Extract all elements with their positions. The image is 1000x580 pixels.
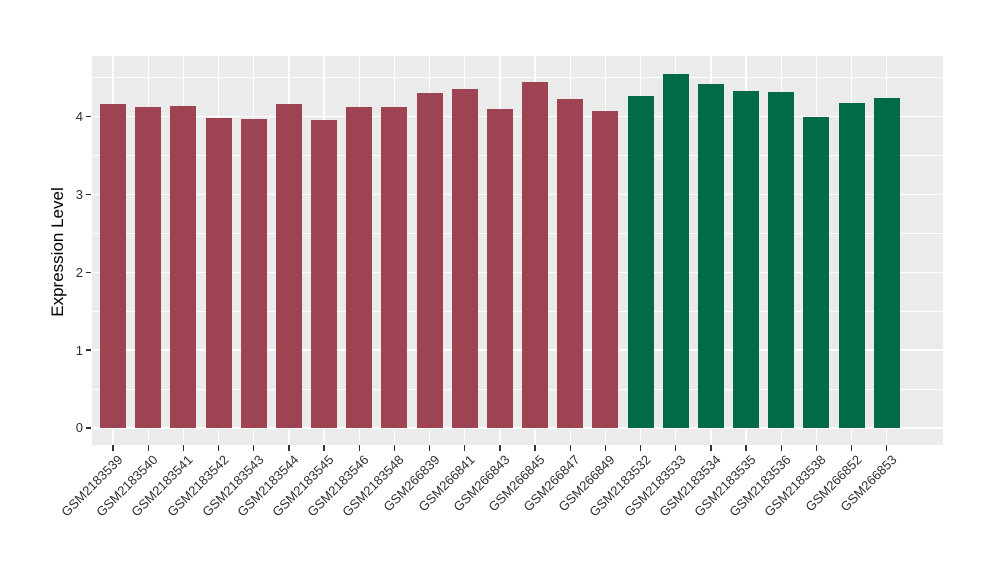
x-tick-mark [358, 445, 360, 451]
x-tick-mark [534, 445, 536, 451]
y-tick-label: 1 [75, 342, 83, 358]
x-tick-mark [182, 445, 185, 451]
y-axis-title: Expression Level [48, 187, 67, 317]
x-tick-mark [428, 445, 431, 451]
x-tick-mark [147, 445, 149, 451]
x-tick-mark [675, 445, 677, 451]
bar-GSM2183532 [627, 95, 654, 428]
x-tick-mark [288, 445, 290, 451]
y-tick-label: 2 [75, 264, 83, 280]
minor-gridline [92, 77, 943, 79]
bar-GSM266843 [486, 108, 513, 428]
y-tick-mark [86, 115, 91, 118]
bar-GSM2183542 [205, 118, 232, 428]
bar-GSM2183538 [803, 116, 830, 428]
major-gridline [92, 427, 943, 429]
minor-gridline [92, 388, 943, 390]
major-gridline [92, 193, 943, 196]
bar-GSM2183543 [240, 119, 267, 428]
bar-GSM2183545 [311, 119, 338, 428]
bar-GSM266841 [451, 88, 478, 428]
bar-GSM266853 [873, 98, 900, 428]
x-tick-mark [323, 445, 325, 451]
y-tick-label: 3 [75, 186, 83, 202]
x-tick-mark [886, 445, 888, 451]
x-tick-mark [745, 445, 747, 451]
y-tick-label: 4 [75, 109, 83, 125]
x-tick-mark [639, 445, 642, 451]
bar-GSM266845 [522, 81, 549, 428]
y-tick-mark [86, 193, 91, 196]
minor-gridline [92, 155, 943, 156]
minor-gridline [92, 310, 943, 312]
x-tick-mark [393, 445, 396, 451]
y-tick-mark [86, 271, 91, 273]
x-tick-mark [112, 445, 114, 451]
bar-GSM2183536 [768, 91, 795, 428]
minor-gridline [92, 232, 943, 234]
bar-GSM2183539 [100, 104, 127, 428]
bar-GSM266847 [557, 98, 584, 428]
bar-GSM266849 [592, 111, 619, 428]
y-tick-mark [86, 427, 91, 429]
bar-GSM2183546 [346, 106, 373, 428]
bar-GSM2183541 [170, 105, 197, 428]
major-gridline [92, 115, 943, 118]
x-tick-mark [850, 445, 853, 451]
bar-GSM2183535 [733, 91, 760, 428]
x-tick-mark [604, 445, 607, 451]
bar-GSM266839 [416, 93, 443, 428]
bar-GSM2183548 [381, 106, 408, 428]
x-tick-mark [780, 445, 782, 451]
bar-GSM2183544 [275, 104, 302, 428]
x-tick-mark [464, 445, 466, 451]
bar-GSM266852 [838, 102, 865, 428]
plot-panel [92, 56, 943, 445]
x-tick-mark [253, 445, 255, 451]
major-gridline [92, 271, 943, 273]
x-tick-mark [499, 445, 501, 451]
x-tick-mark [815, 445, 818, 451]
x-tick-mark [710, 445, 712, 451]
y-tick-label: 0 [75, 420, 83, 436]
x-tick-mark [217, 445, 220, 451]
y-tick-mark [86, 349, 91, 351]
x-tick-mark [569, 445, 571, 451]
major-gridline [92, 349, 943, 351]
bar-GSM2183540 [135, 107, 162, 428]
bar-GSM2183533 [662, 73, 689, 428]
bar-GSM2183534 [697, 84, 724, 428]
